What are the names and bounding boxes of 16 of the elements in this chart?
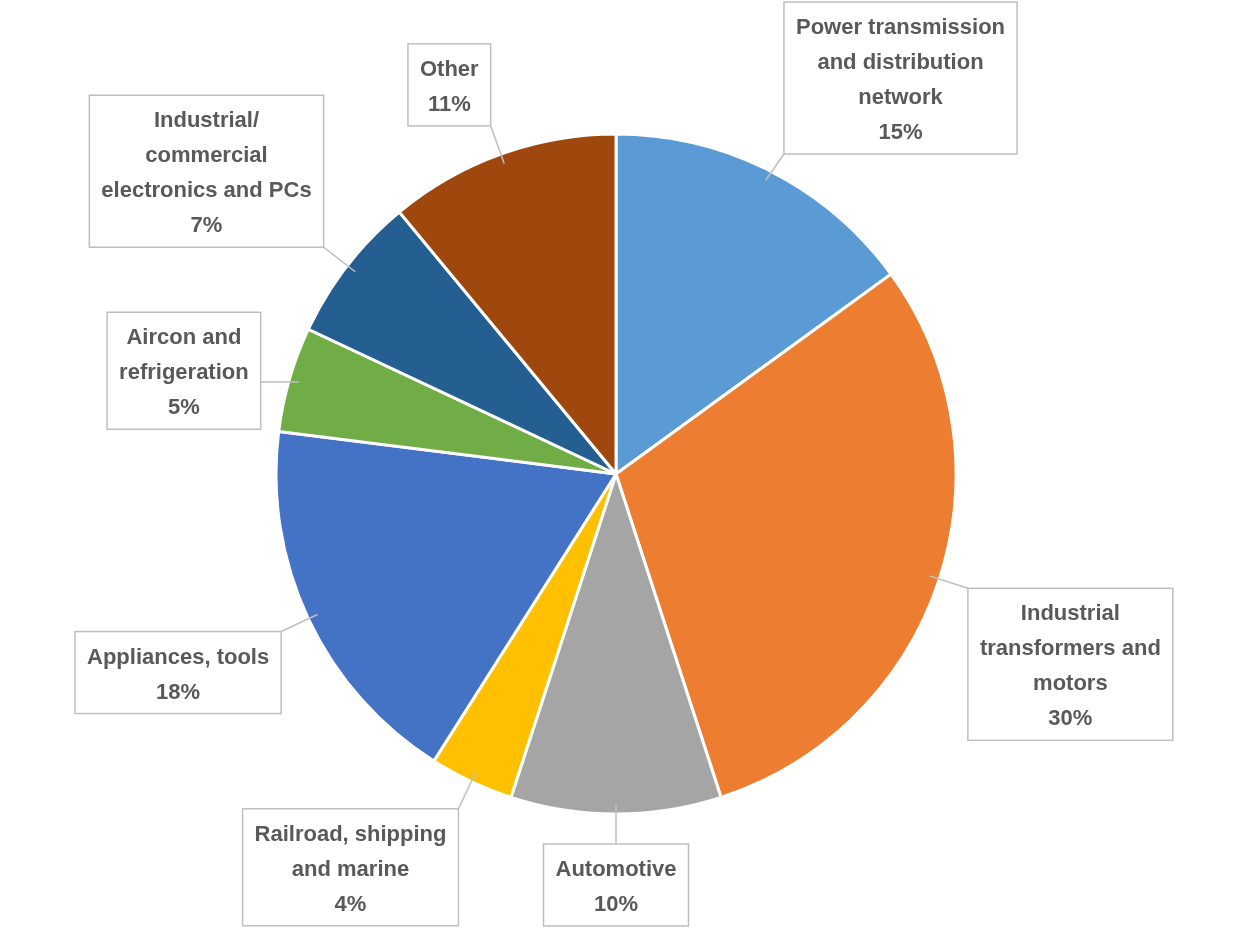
slice-label: Aircon and refrigeration <box>119 324 249 385</box>
data-label: 30% <box>1048 705 1093 731</box>
slice-label: Power transmission and distribution network <box>795 14 1006 109</box>
data-label: 18% <box>156 678 201 704</box>
data-label: 11% <box>427 90 471 116</box>
slice-label: Automotive <box>555 856 677 881</box>
data-label: 10% <box>593 891 639 916</box>
data-label: 7% <box>190 212 223 238</box>
data-label: 5% <box>168 394 200 420</box>
data-label: 4% <box>334 890 367 916</box>
slice-label: Appliances, tools <box>87 643 270 669</box>
slice-label: Industrial transformers and motors <box>979 600 1161 696</box>
data-label: 15% <box>878 119 923 144</box>
slice-label: Railroad, shipping and marine <box>254 820 447 881</box>
slice-label: Other <box>419 55 480 81</box>
slice-label: Industrial/ commercial electronics and PCs <box>101 107 312 203</box>
